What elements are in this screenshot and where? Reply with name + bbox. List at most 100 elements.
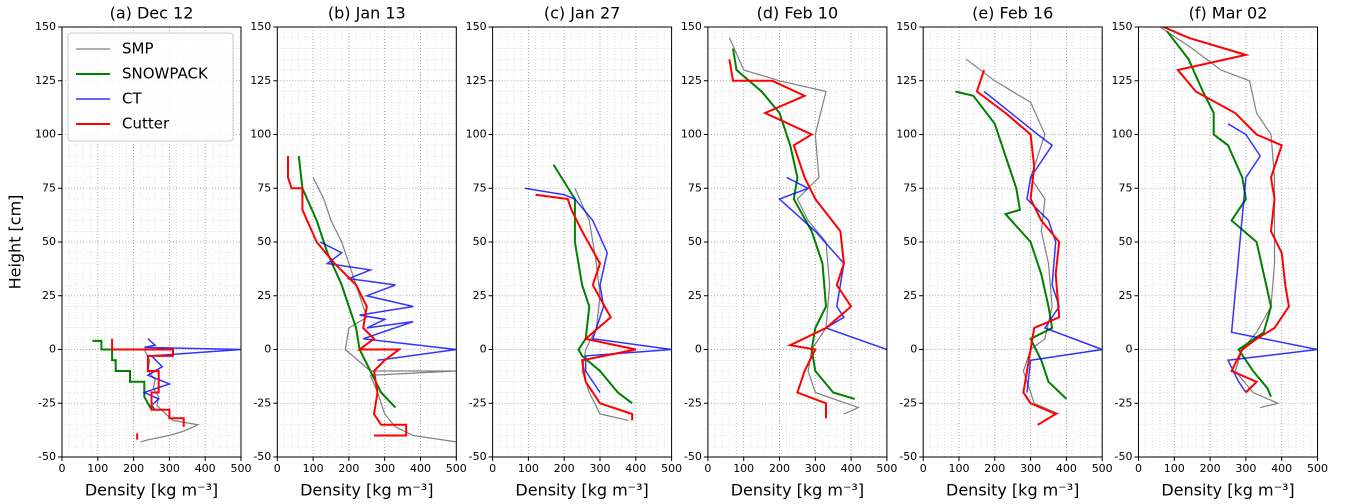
legend-label: CT [122, 90, 142, 108]
plot-frame [707, 26, 888, 458]
y-tick-label: 25 [903, 289, 917, 302]
y-tick-label: 150 [35, 20, 56, 33]
y-tick-label: 125 [466, 74, 487, 87]
panel-title: (e) Feb 16 [972, 4, 1053, 23]
profile-line [975, 69, 1061, 426]
panel-title: (b) Jan 13 [328, 4, 406, 23]
y-tick-label: 100 [1112, 128, 1133, 141]
x-tick-label: 0 [704, 462, 711, 475]
x-tick-label: 400 [1056, 462, 1077, 475]
y-tick-label: -50 [253, 450, 271, 463]
x-tick-label: 200 [1200, 462, 1221, 475]
x-tick-label: 400 [410, 462, 431, 475]
y-tick-label: -25 [469, 396, 487, 409]
profile-line [287, 156, 408, 437]
x-tick-label: 200 [769, 462, 790, 475]
x-tick-label: 300 [805, 462, 826, 475]
x-tick-label: 400 [841, 462, 862, 475]
y-tick-label: 0 [264, 343, 271, 356]
x-tick-label: 500 [1307, 462, 1328, 475]
y-tick-label: 75 [257, 181, 271, 194]
profile-line [965, 58, 1060, 415]
x-tick-label: 200 [123, 462, 144, 475]
x-tick-label: 300 [374, 462, 395, 475]
panel-title: (f) Mar 02 [1189, 4, 1268, 23]
y-tick-label: 125 [896, 74, 917, 87]
x-tick-label: 100 [518, 462, 539, 475]
legend-box [67, 32, 234, 142]
x-tick-label: 500 [446, 462, 467, 475]
profile-line [524, 187, 672, 393]
y-tick-label: 150 [250, 20, 271, 33]
y-tick-label: -25 [899, 396, 917, 409]
x-tick-label: 0 [489, 462, 496, 475]
profile-line [297, 155, 397, 409]
x-axis-label: Density [kg m⁻³] [731, 481, 864, 500]
x-tick-label: 400 [625, 462, 646, 475]
x-tick-label: 300 [1235, 462, 1256, 475]
x-tick-label: 0 [59, 462, 66, 475]
y-tick-label: -50 [684, 450, 702, 463]
x-tick-label: 300 [1020, 462, 1041, 475]
profile-line [319, 241, 457, 362]
profile-line [732, 48, 855, 400]
y-tick-label: 150 [896, 20, 917, 33]
y-tick-label: 0 [480, 343, 487, 356]
y-tick-label: 25 [688, 289, 702, 302]
y-tick-label: -50 [1115, 450, 1133, 463]
y-tick-label: 75 [1119, 181, 1133, 194]
panel-title: (d) Feb 10 [757, 4, 839, 23]
y-tick-label: -50 [469, 450, 487, 463]
x-tick-label: 400 [1271, 462, 1292, 475]
y-tick-label: -25 [1115, 396, 1133, 409]
plot-frame [1138, 26, 1318, 458]
x-tick-label: 300 [590, 462, 611, 475]
profile-line [535, 193, 637, 421]
y-tick-label: 50 [473, 235, 487, 248]
x-tick-label: 100 [949, 462, 970, 475]
y-tick-label: 0 [910, 343, 917, 356]
y-tick-label: 75 [688, 181, 702, 194]
y-tick-label: -25 [253, 396, 271, 409]
y-tick-label: 75 [473, 181, 487, 194]
x-tick-label: 100 [1164, 462, 1185, 475]
plot-frame [492, 26, 673, 458]
y-tick-label: 25 [257, 289, 271, 302]
y-tick-label: -25 [38, 396, 56, 409]
y-tick-label: 150 [681, 20, 702, 33]
profile-line [955, 90, 1068, 400]
y-tick-label: 50 [1119, 235, 1133, 248]
panel-title: (c) Jan 27 [544, 4, 620, 23]
legend-label: Cutter [122, 115, 170, 133]
y-tick-label: 50 [42, 235, 56, 248]
plot-frame [276, 26, 457, 458]
x-tick-label: 500 [876, 462, 897, 475]
profile-line [728, 37, 860, 415]
y-tick-label: -50 [899, 450, 917, 463]
y-tick-label: 150 [1112, 20, 1133, 33]
y-tick-label: 100 [35, 128, 56, 141]
y-tick-label: 0 [695, 343, 702, 356]
y-tick-label: 0 [1126, 343, 1133, 356]
y-tick-label: 50 [688, 235, 702, 248]
x-tick-label: 200 [984, 462, 1005, 475]
y-tick-label: 25 [1119, 289, 1133, 302]
profile-line [1226, 123, 1318, 393]
legend-label: SMP [122, 40, 154, 58]
x-tick-label: 0 [1135, 462, 1142, 475]
y-tick-label: 125 [681, 74, 702, 87]
y-tick-label: -50 [38, 450, 56, 463]
y-tick-label: 100 [681, 128, 702, 141]
x-axis-label: Density [kg m⁻³] [1161, 481, 1294, 500]
profile-line [111, 338, 185, 440]
x-tick-label: 100 [303, 462, 324, 475]
x-tick-label: 500 [1092, 462, 1113, 475]
y-tick-label: 100 [466, 128, 487, 141]
x-tick-label: 500 [661, 462, 682, 475]
x-axis-label: Density [kg m⁻³] [300, 481, 433, 500]
y-tick-label: 25 [473, 289, 487, 302]
x-tick-label: 200 [338, 462, 359, 475]
x-axis-label: Density [kg m⁻³] [515, 481, 648, 500]
